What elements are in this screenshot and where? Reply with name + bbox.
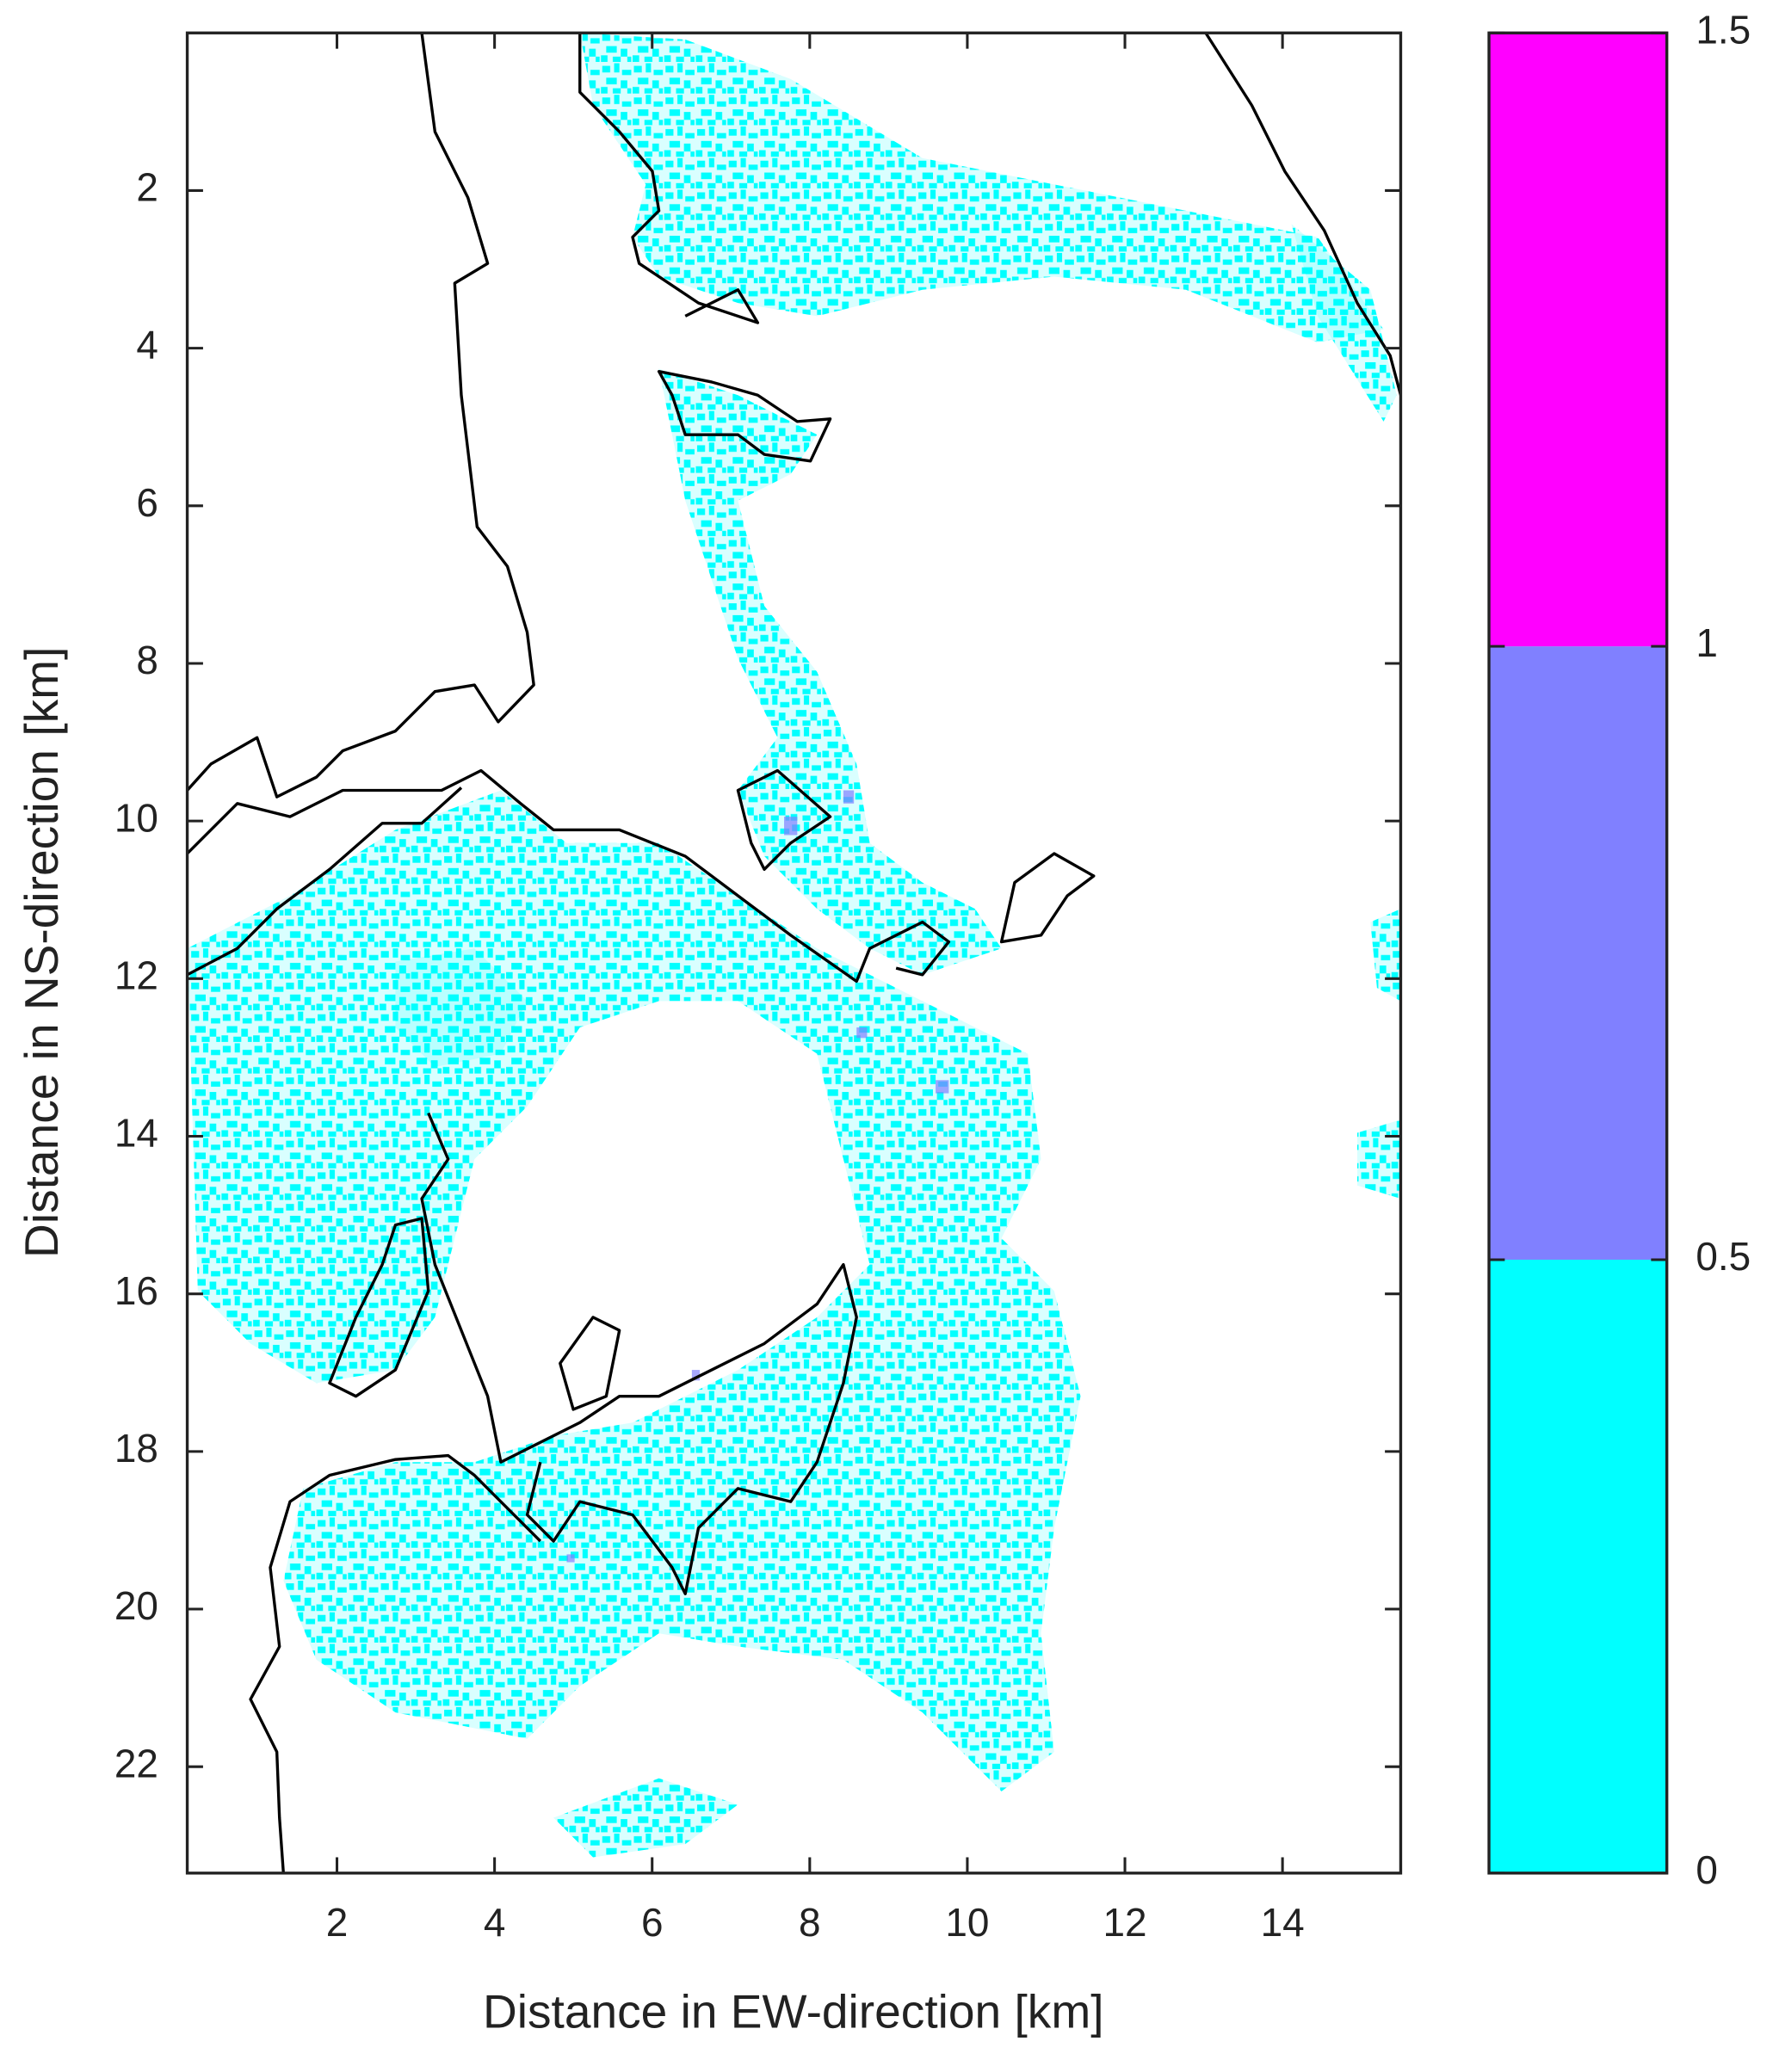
x-tick-label: 12: [1103, 1900, 1147, 1945]
y-tick-label: 16: [114, 1268, 158, 1313]
colorbar-segment: [1489, 646, 1667, 1260]
y-tick-label: 12: [114, 953, 158, 997]
x-tick-label: 4: [484, 1900, 506, 1945]
y-tick-label: 6: [136, 480, 158, 525]
coastline: [187, 33, 1401, 1873]
x-tick-label: 8: [799, 1900, 821, 1945]
cyan-patches: [187, 33, 1401, 1858]
y-tick-label: 22: [114, 1741, 158, 1785]
y-axis-label: Distance in NS-direction [km]: [15, 647, 68, 1258]
y-tick-label: 18: [114, 1426, 158, 1471]
colorbar-tick-label: 0: [1696, 1847, 1718, 1892]
colorbar-tick-label: 1.5: [1696, 7, 1751, 52]
blue-spots: [566, 790, 949, 1563]
y-tick-label: 20: [114, 1583, 158, 1628]
colorbar-frame: [1487, 31, 1669, 1875]
map-image: [187, 33, 1401, 1873]
y-tick-label: 14: [114, 1111, 158, 1156]
colorbar-segment: [1489, 1259, 1667, 1873]
y-tick-label: 2: [136, 165, 158, 210]
x-tick-label: 14: [1261, 1900, 1305, 1945]
colorbar-segment: [1489, 33, 1667, 647]
x-tick-label: 10: [945, 1900, 989, 1945]
plot-frame: [185, 31, 1403, 1875]
colorbar-tick-label: 0.5: [1696, 1234, 1751, 1279]
x-axis-label: Distance in EW-direction [km]: [483, 1985, 1104, 2038]
y-tick-label: 4: [136, 323, 158, 367]
y-tick-label: 8: [136, 638, 158, 682]
y-tick-label: 10: [114, 795, 158, 840]
x-tick-label: 2: [326, 1900, 349, 1945]
colorbar-tick-label: 1: [1696, 620, 1718, 665]
x-tick-label: 6: [641, 1900, 664, 1945]
